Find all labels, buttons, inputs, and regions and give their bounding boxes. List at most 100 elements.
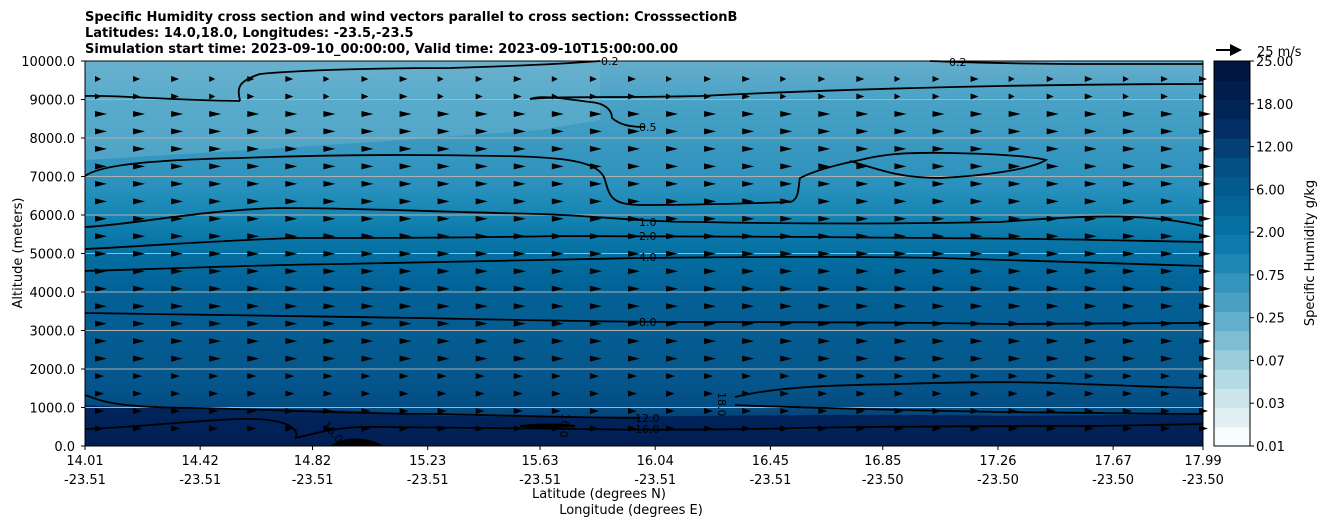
wind-vector: [1046, 145, 1059, 152]
wind-vector: [627, 163, 640, 170]
wind-vector: [285, 180, 298, 187]
wind-vector: [95, 180, 107, 187]
wind-vector: [133, 373, 143, 380]
wind-vector: [323, 338, 336, 345]
wind-vector: [361, 268, 374, 275]
wind-vector: [437, 373, 447, 380]
wind-vector: [171, 303, 184, 310]
wind-vector: [1008, 355, 1021, 362]
wind-vector: [1046, 76, 1054, 82]
wind-vector: [1084, 128, 1097, 135]
wind-vector: [475, 285, 488, 292]
wind-vector: [780, 76, 787, 82]
wind-vector: [247, 198, 260, 205]
wind-vector: [361, 373, 371, 380]
y-tick-label: 9000.0: [30, 94, 76, 109]
wind-vector: [1160, 215, 1173, 222]
wind-vector: [1199, 145, 1211, 152]
wind-vector: [818, 303, 831, 310]
colorbar-band: [1214, 407, 1250, 428]
y-axis: 0.0 1000.0 2000.0 3000.0 4000.0 5000.0 6000.0 7…: [21, 55, 85, 455]
wind-vector: [932, 268, 945, 275]
wind-vector: [1084, 145, 1097, 152]
wind-vector: [1160, 250, 1173, 257]
contour-label: 0.5: [639, 121, 657, 134]
wind-vector: [551, 250, 564, 257]
wind-vector: [247, 128, 260, 135]
wind-vector: [589, 268, 602, 275]
wind-vector: [894, 93, 901, 100]
wind-vector: [1046, 93, 1054, 100]
wind-vector: [856, 180, 869, 187]
wind-vector: [1008, 145, 1021, 152]
x-tick-label-lon: -23.51: [749, 473, 791, 488]
wind-vector: [513, 76, 522, 82]
wind-vector: [171, 145, 184, 152]
wind-vector: [818, 250, 831, 257]
wind-vector: [666, 76, 673, 82]
wind-vector: [133, 215, 146, 222]
y-axis-label: Altitude (meters): [11, 198, 26, 309]
wind-vector: [133, 338, 146, 345]
wind-vector: [666, 355, 679, 362]
wind-vector: [627, 110, 640, 117]
y-tick-label: 5000.0: [30, 248, 76, 263]
y-tick-label: 2000.0: [30, 363, 76, 378]
wind-vector: [475, 163, 488, 170]
wind-vector: [780, 128, 793, 135]
wind-vector: [704, 76, 712, 82]
wind-vector: [1199, 128, 1211, 135]
wind-vector: [894, 180, 907, 187]
wind-vector: [780, 163, 793, 170]
x-tick-label-lon: -23.50: [977, 473, 1019, 488]
wind-vector: [551, 110, 564, 117]
y-tick-label: 8000.0: [30, 132, 76, 147]
wind-vector: [323, 76, 330, 82]
wind-vector: [361, 128, 374, 135]
wind-vector: [1160, 145, 1173, 152]
wind-vectors: [95, 76, 1211, 432]
wind-vector: [95, 373, 104, 380]
wind-vector: [932, 180, 945, 187]
wind-vector: [1008, 373, 1018, 380]
wind-vector: [894, 268, 907, 275]
wind-vector: [551, 215, 564, 222]
wind-vector: [323, 425, 333, 432]
wind-vector: [704, 163, 717, 170]
colorbar-band: [1214, 369, 1250, 389]
wind-vector: [551, 128, 564, 135]
wind-vector: [285, 93, 294, 100]
wind-vector: [513, 110, 526, 117]
wind-vector: [513, 285, 526, 292]
colorbar-tick-label: 0.01: [1256, 440, 1285, 455]
wind-vector: [627, 285, 640, 292]
wind-vector: [1160, 355, 1173, 362]
contour-8.0: [84, 312, 1204, 325]
wind-vector: [171, 285, 184, 292]
wind-vector: [95, 338, 107, 345]
wind-vector: [399, 215, 412, 222]
wind-vector: [1084, 425, 1094, 432]
wind-vector: [932, 163, 945, 170]
colorbar-tick-label: 2.00: [1256, 226, 1285, 241]
wind-vector: [247, 180, 260, 187]
wind-vector: [818, 408, 828, 415]
y-tick-label: 0.0: [54, 440, 75, 455]
wind-vector: [95, 163, 107, 170]
wind-vector: [437, 198, 450, 205]
wind-vector: [209, 128, 222, 135]
wind-vector: [856, 110, 869, 117]
colorbar-tick-label: 0.07: [1256, 354, 1285, 369]
contour-label: 16.0: [635, 423, 660, 436]
contour-0.5-right: [529, 83, 1204, 100]
wind-vector: [932, 93, 940, 100]
wind-vector: [323, 198, 336, 205]
wind-vector: [437, 320, 450, 327]
wind-vector: [589, 303, 602, 310]
colorbar-band: [1214, 292, 1250, 312]
wind-vector: [399, 390, 409, 397]
wind-vector: [1122, 373, 1132, 380]
wind-vector: [666, 268, 679, 275]
wind-vector: [818, 198, 831, 205]
wind-vector: [818, 145, 831, 152]
